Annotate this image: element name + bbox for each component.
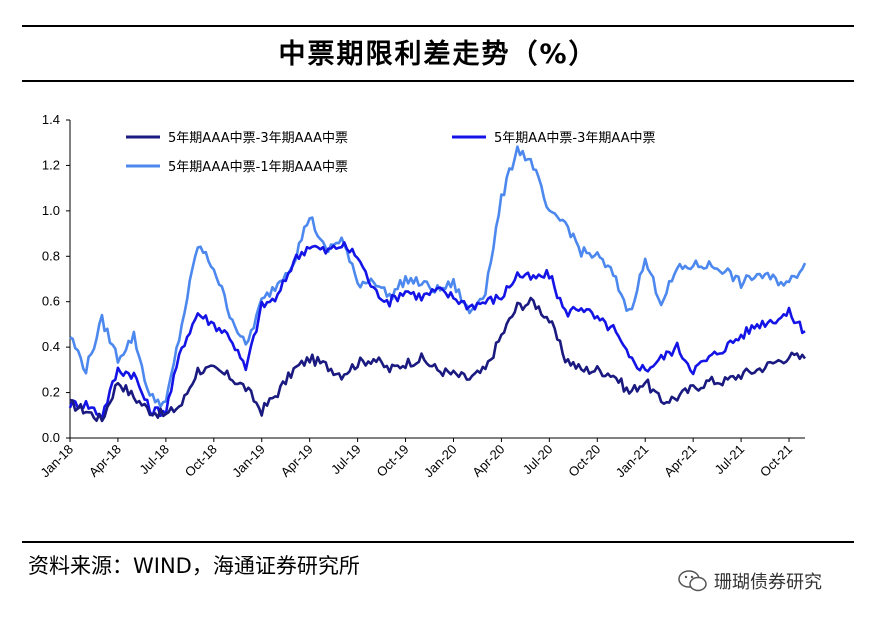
y-tick-label: 1.2	[42, 157, 60, 172]
x-tick-label: Jul-18	[136, 442, 172, 478]
watermark-text: 珊瑚债券研究	[714, 572, 822, 593]
x-tick-label: Jul-20	[520, 442, 556, 478]
x-tick-label: Jan-18	[37, 442, 76, 481]
title-rule	[22, 80, 854, 82]
chart-title: 中票期限利差走势（%）	[278, 39, 598, 70]
bottom-rule	[22, 541, 854, 543]
series-line-3	[69, 145, 807, 408]
y-tick-label: 0.8	[42, 248, 60, 263]
y-tick-label: 0.0	[42, 430, 60, 445]
x-tick-label: Oct-20	[565, 442, 603, 480]
x-tick-label: Jan-19	[229, 442, 268, 481]
legend-label-series1: 5年期AAA中票-3年期AAA中票	[168, 131, 348, 146]
x-tick-label: Jan-21	[613, 442, 652, 481]
y-tick-label: 1.4	[42, 112, 60, 127]
x-tick-label: Oct-19	[373, 442, 411, 480]
y-tick-label: 0.4	[42, 339, 60, 354]
legend: 5年期AAA中票-3年期AAA中票 5年期AA中票-3年期AA中票 5年期AAA…	[126, 131, 656, 175]
wechat-icon	[678, 570, 707, 592]
series-line-2	[68, 241, 806, 420]
x-tick-label: Apr-20	[469, 442, 507, 480]
x-tick-label: Jan-20	[421, 442, 460, 481]
series-layer	[68, 145, 807, 423]
x-tick-label: Jul-19	[328, 442, 364, 478]
x-tick-label: Jul-21	[712, 442, 748, 478]
x-tick-label: Oct-18	[182, 442, 220, 480]
x-tick-label: Apr-19	[278, 442, 316, 480]
y-tick-label: 1.0	[42, 203, 60, 218]
y-tick-label: 0.6	[42, 294, 60, 309]
watermark: 珊瑚债券研究	[678, 568, 822, 594]
top-rule	[22, 25, 854, 27]
chart: 0.0 0.2 0.4 0.6 0.8 1.0 1.2 1.4 Jan-18 Apr-18 Jul-…	[37, 112, 807, 481]
source-note: 资料来源：WIND，海通证券研究所	[28, 554, 360, 578]
y-tick-label: 0.2	[42, 385, 60, 400]
x-tick-label: Apr-21	[661, 442, 699, 480]
x-tick-label: Apr-18	[86, 442, 124, 480]
x-tick-label: Oct-21	[757, 442, 795, 480]
legend-label-series2: 5年期AA中票-3年期AA中票	[494, 131, 656, 146]
series-line-1	[69, 296, 807, 423]
legend-label-series3: 5年期AAA中票-1年期AAA中票	[168, 160, 348, 175]
